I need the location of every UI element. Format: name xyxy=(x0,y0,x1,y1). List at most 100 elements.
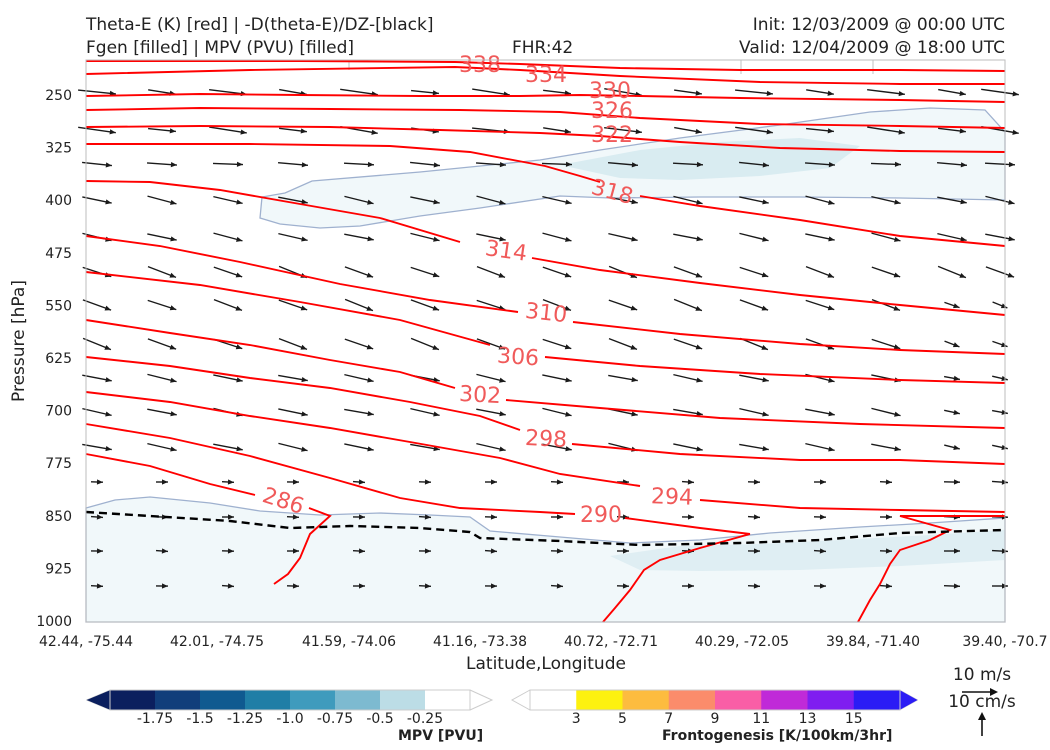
contour-label: 290 xyxy=(580,503,622,528)
wind-vector-head xyxy=(499,162,506,168)
wind-vector-head xyxy=(235,272,243,278)
fgen-colorbar-segment xyxy=(807,690,855,710)
wind-vector-head xyxy=(954,548,960,554)
fgen-colorbar-extend-low xyxy=(510,689,531,711)
x-tick-label: 39.84, -71.40 xyxy=(826,634,920,650)
mpv-colorbar-tick: -1.75 xyxy=(137,711,173,727)
wind-vector-head xyxy=(819,514,826,520)
wind-vector-head xyxy=(96,514,103,520)
y-tick-label: 925 xyxy=(45,561,72,577)
contour-label: 326 xyxy=(591,99,633,124)
x-tick-label: 40.29, -72.05 xyxy=(695,634,789,650)
mpv-colorbar-segment xyxy=(155,690,201,710)
wind-vector-head xyxy=(105,446,112,452)
mpv-colorbar-tick: -1.25 xyxy=(227,711,263,727)
wind-vector xyxy=(867,88,905,96)
wind-vector-head xyxy=(1012,91,1019,97)
mpv-colorbar-tick: -1.0 xyxy=(276,711,303,727)
mpv-colorbar-segment xyxy=(380,690,426,710)
wind-vector-head xyxy=(109,129,116,135)
wind-vector xyxy=(735,126,773,134)
wind-vector-head xyxy=(828,446,835,452)
wind-vector-head xyxy=(631,162,638,168)
fgen-colorbar-label: Frontogenesis [K/100km/3hr] xyxy=(662,728,893,744)
wind-vector-head xyxy=(695,128,702,134)
wind-vector-head xyxy=(432,344,439,350)
wind-vector-head xyxy=(170,162,177,168)
y-axis-label: Pressure [hPa] xyxy=(9,280,29,402)
wind-vector xyxy=(735,89,773,95)
contour-label: 314 xyxy=(484,236,529,267)
wind-vector-head xyxy=(235,305,243,311)
wind-vector-head xyxy=(105,377,112,383)
wind-vector-head xyxy=(564,90,571,96)
mpv-region-lower-core xyxy=(610,530,1005,571)
wind-vector-head xyxy=(170,199,177,205)
contour-label: 334 xyxy=(525,63,567,88)
fgen-colorbar-segment xyxy=(853,690,901,710)
wind-vector-head xyxy=(367,236,374,242)
wind-vectors xyxy=(78,88,1019,589)
mpv-colorbar-segment xyxy=(200,690,246,710)
wind-vector-head xyxy=(828,199,835,205)
wind-vector-head xyxy=(236,199,243,205)
wind-vector xyxy=(340,88,378,96)
wind-vector-head xyxy=(564,344,572,350)
wind-vector-head xyxy=(953,583,960,589)
wind-vector-head xyxy=(293,548,299,554)
mpv-colorbar-segment xyxy=(335,690,381,710)
theta-e-contour xyxy=(85,271,1006,384)
valid-time: Valid: 12/04/2009 @ 18:00 UTC xyxy=(739,38,1005,58)
wind-vector-head xyxy=(953,479,960,485)
theta-e-contour xyxy=(85,235,1006,355)
wind-vector-head xyxy=(761,305,769,311)
wind-vector-head xyxy=(433,162,440,168)
wind-vector-head xyxy=(105,199,112,205)
theta-e-contour xyxy=(85,180,1006,316)
wind-vector-head xyxy=(490,548,497,554)
wind-vector-head xyxy=(885,583,892,589)
wind-vector-head xyxy=(761,272,769,278)
wind-vector-head xyxy=(367,411,374,417)
wind-vector-head xyxy=(886,514,892,520)
wind-vector-head xyxy=(301,236,308,242)
y-tick-label: 325 xyxy=(45,141,72,157)
wind-vector-head xyxy=(696,446,703,452)
wind-vector-head xyxy=(631,236,638,242)
wind-vector-head xyxy=(828,411,835,417)
wind-vector-head xyxy=(695,272,703,278)
mpv-colorbar-segment xyxy=(110,690,156,710)
fgen-colorbar-segment xyxy=(576,690,623,710)
wind-vector-head xyxy=(565,236,572,242)
wind-vector-head xyxy=(1001,342,1008,348)
wind-vector-head xyxy=(898,91,905,97)
wind-vector-head xyxy=(556,583,563,589)
wind-vector-head xyxy=(762,377,769,383)
wind-vector-head xyxy=(960,162,967,168)
wind-key-horizontal-label: 10 m/s xyxy=(953,665,1011,685)
contour-label: 298 xyxy=(524,426,567,453)
wind-vector-head xyxy=(828,236,835,242)
wind-vector-head xyxy=(827,90,834,96)
y-tick-label: 250 xyxy=(45,88,72,104)
wind-vector-head xyxy=(300,344,308,350)
wind-vector-head xyxy=(170,446,177,452)
contour-label: 330 xyxy=(589,79,631,104)
wind-vector-head xyxy=(432,272,440,278)
fgen-colorbar-tick: 5 xyxy=(618,711,627,727)
y-tick-label: 400 xyxy=(45,193,72,209)
wind-vector-head xyxy=(161,583,168,589)
wind-vector-head xyxy=(959,128,966,134)
mpv-colorbar-segment xyxy=(245,690,291,710)
wind-vector-head xyxy=(424,548,431,554)
y-tick-label: 550 xyxy=(45,298,72,314)
wind-vector-head xyxy=(828,377,835,383)
theta-e-contour xyxy=(85,391,1006,513)
wind-vector-head xyxy=(696,236,703,242)
wind-vector-head xyxy=(371,129,378,135)
wind-vector-head xyxy=(300,305,308,311)
wind-vector-head xyxy=(366,305,373,311)
fgen-colorbar-segment xyxy=(668,690,716,710)
wind-vector-head xyxy=(367,199,374,205)
